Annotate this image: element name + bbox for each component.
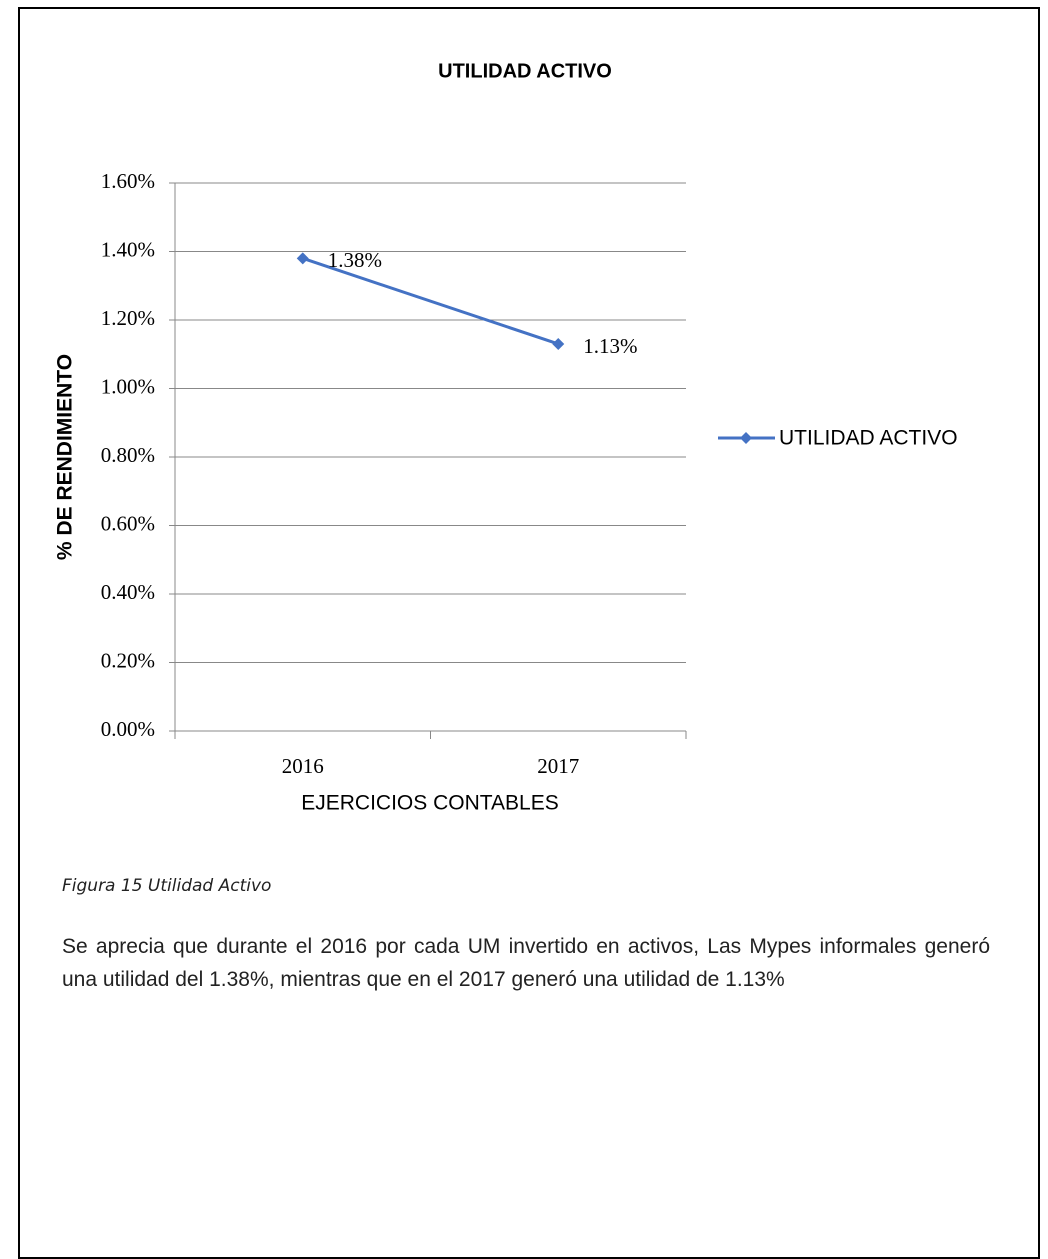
chart-title: UTILIDAD ACTIVO	[438, 60, 612, 82]
legend-marker	[740, 432, 752, 444]
x-axis-label: EJERCICIOS CONTABLES	[301, 792, 559, 815]
y-axis-label: % DE RENDIMIENTO	[54, 354, 77, 560]
caption: Figura 15 Utilidad Activo	[62, 876, 272, 896]
paragraph: Se aprecia que durante el 2016 por cada …	[62, 935, 990, 991]
line	[302, 256, 559, 346]
y-tick-label: 1.00%	[101, 374, 155, 398]
y-tick-label: 0.00%	[101, 717, 155, 741]
frame	[18, 7, 1040, 1259]
legend-label: UTILIDAD ACTIVO	[779, 427, 958, 450]
y-tick-label: 1.20%	[101, 306, 155, 330]
x-tick-label: 2016	[282, 754, 324, 778]
point	[296, 252, 309, 265]
y-tick-label: 1.60%	[101, 169, 155, 193]
y-tick-label: 0.80%	[101, 443, 155, 467]
y-tick-label: 0.40%	[101, 580, 155, 604]
x-tick-label: 2017	[537, 754, 579, 778]
point	[552, 337, 565, 350]
data-label: 1.38%	[328, 248, 382, 272]
y-tick-label: 1.40%	[101, 237, 155, 261]
y-tick-label: 0.60%	[101, 511, 155, 535]
y-tick-label: 0.20%	[101, 648, 155, 672]
data-label: 1.13%	[583, 334, 637, 358]
